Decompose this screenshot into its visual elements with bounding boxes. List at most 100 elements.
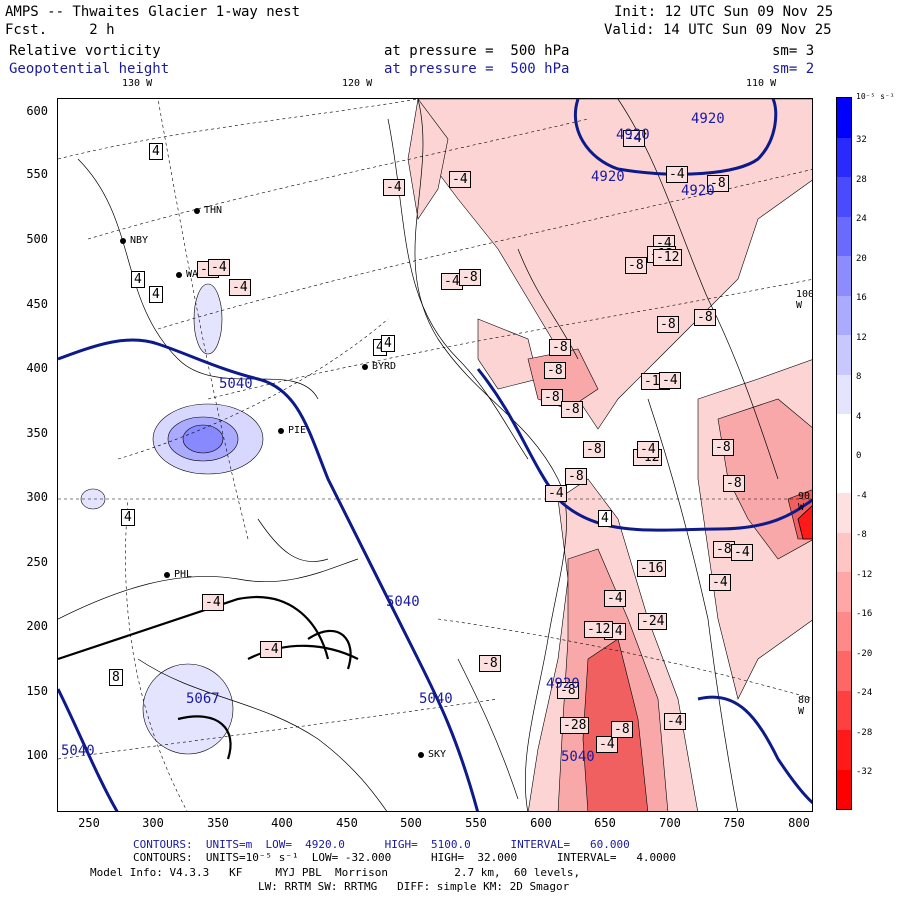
lon-label: 100 W — [796, 289, 813, 311]
colorbar-swatch — [837, 256, 851, 296]
colorbar-swatch — [837, 374, 851, 414]
lon-label: 120 W — [342, 78, 373, 89]
y-tick-label: 100 — [26, 748, 48, 762]
vorticity-contour-label: -8 — [479, 655, 501, 672]
vorticity-contour-label: -28 — [560, 717, 590, 734]
vorticity-contour-label: -8 — [657, 316, 679, 333]
vorticity-contour-label: -8 — [541, 389, 563, 406]
valid-time: Valid: 14 UTC Sun 09 Nov 25 — [604, 22, 832, 38]
colorbar-label: -24 — [856, 688, 873, 698]
footer-height-contours: CONTOURS: UNITS=m LOW= 4920.0 HIGH= 5100… — [133, 838, 630, 851]
vorticity-contour-label: -8 — [611, 721, 633, 738]
colorbar-label: -12 — [856, 569, 873, 580]
colorbar-label: 32 — [856, 135, 867, 145]
station-label: SKY — [417, 749, 447, 760]
vorticity-contour-label: -12 — [653, 249, 683, 266]
vorticity-contour-label: -8 — [557, 682, 579, 699]
vorticity-contour-label: -4 — [664, 713, 686, 730]
colorbar-label: -28 — [856, 727, 873, 738]
x-tick-label: 750 — [723, 816, 745, 830]
vorticity-contour-label: -8 — [583, 441, 605, 458]
vorticity-contour-label: -8 — [549, 339, 571, 356]
vorticity-contour-label: -4 — [637, 441, 659, 458]
colorbar-swatch — [837, 414, 851, 454]
y-tick-label: 450 — [26, 297, 48, 311]
vorticity-contour-label: -4 — [604, 590, 626, 607]
x-tick-label: 600 — [530, 816, 552, 830]
colorbar-swatch — [837, 572, 851, 612]
x-tick-label: 350 — [207, 816, 229, 830]
vorticity-contour-label: 4 — [149, 286, 163, 303]
height-contour-label: 5040 — [561, 749, 595, 765]
y-tick-label: 550 — [26, 167, 48, 181]
vorticity-contour-label: -8 — [712, 439, 734, 456]
vorticity-contour-label: 8 — [109, 669, 123, 686]
lon-label: 110 W — [746, 78, 777, 89]
x-tick-label: 700 — [659, 816, 681, 830]
colorbar-swatch — [837, 532, 851, 572]
colorbar-swatch — [837, 493, 851, 533]
lon-label: 130 W — [122, 78, 153, 89]
vorticity-contour-label: -8 — [723, 475, 745, 492]
colorbar-label: 24 — [856, 214, 867, 224]
footer-model-info: Model Info: V4.3.3 KF MYJ PBL Morrison 2… — [90, 866, 581, 879]
x-tick-label: 450 — [336, 816, 358, 830]
height-contour-label: 4920 — [691, 111, 725, 127]
vorticity-contour-label: -8 — [625, 257, 647, 274]
vorticity-contour-label: -4 — [229, 279, 251, 296]
vorticity-contour-label: -4 — [709, 574, 731, 591]
colorbar-label: 0 — [856, 451, 862, 461]
height-contour-label: 4920 — [616, 127, 650, 143]
station-label: PHL — [163, 569, 193, 580]
height-contour-label: 5040 — [61, 743, 95, 759]
y-tick-label: 300 — [26, 490, 48, 504]
colorbar-label: -32 — [856, 767, 873, 777]
lon-label: 90 W — [798, 491, 811, 513]
colorbar-label: -4 — [856, 490, 867, 501]
vorticity-contour-label: 4 — [149, 143, 163, 160]
colorbar-swatch — [837, 137, 851, 177]
colorbar-swatch — [837, 769, 851, 809]
colorbar-label: -20 — [856, 648, 873, 659]
station-label: THN — [193, 205, 223, 216]
y-tick-label: 150 — [26, 684, 48, 698]
footer-physics: LW: RRTM SW: RRTMG DIFF: simple KM: 2D S… — [258, 880, 570, 893]
vorticity-contour-label: -4 — [545, 485, 567, 502]
field2-name: Geopotential height — [9, 61, 170, 77]
vorticity-contour-label: -4 — [596, 736, 618, 753]
colorbar-label: 12 — [856, 332, 867, 343]
vorticity-contour-label: 4 — [381, 335, 395, 352]
colorbar-swatch — [837, 690, 851, 730]
height-contour-label: 5040 — [419, 691, 453, 707]
vorticity-contour-label: -4 — [666, 166, 688, 183]
field1-name: Relative vorticity — [9, 43, 161, 59]
x-tick-label: 400 — [271, 816, 293, 830]
y-tick-label: 200 — [26, 619, 48, 633]
height-contour-label: 4920 — [681, 183, 715, 199]
vorticity-contour-label: -12 — [584, 621, 614, 638]
height-contour-label: 5040 — [386, 594, 420, 610]
colorbar-swatch — [837, 295, 851, 335]
station-label: NBY — [119, 235, 149, 246]
height-contour-label: 5040 — [219, 376, 253, 392]
colorbar-swatch — [837, 453, 851, 493]
vorticity-contour-label: -24 — [638, 613, 668, 630]
vorticity-contour-label: 4 — [598, 510, 612, 527]
y-tick-label: 600 — [26, 104, 48, 118]
colorbar — [836, 97, 852, 810]
colorbar-swatch — [837, 177, 851, 217]
x-tick-label: 550 — [465, 816, 487, 830]
vorticity-contour-label: -8 — [544, 362, 566, 379]
colorbar-label: 4 — [856, 411, 862, 422]
vorticity-contour-label: -4 — [449, 171, 471, 188]
vorticity-contour-label: -8 — [707, 175, 729, 192]
height-contour-label: 4920 — [546, 676, 580, 692]
height-contour-label: 4920 — [591, 169, 625, 185]
lon-label: 80 W — [798, 695, 811, 717]
colorbar-label: 16 — [856, 293, 867, 303]
field1-smoothing: sm= 3 — [772, 43, 815, 59]
colorbar-swatch — [837, 98, 851, 138]
x-tick-label: 800 — [788, 816, 810, 830]
vorticity-contour-label: 4 — [131, 271, 145, 288]
colorbar-swatch — [837, 651, 851, 691]
